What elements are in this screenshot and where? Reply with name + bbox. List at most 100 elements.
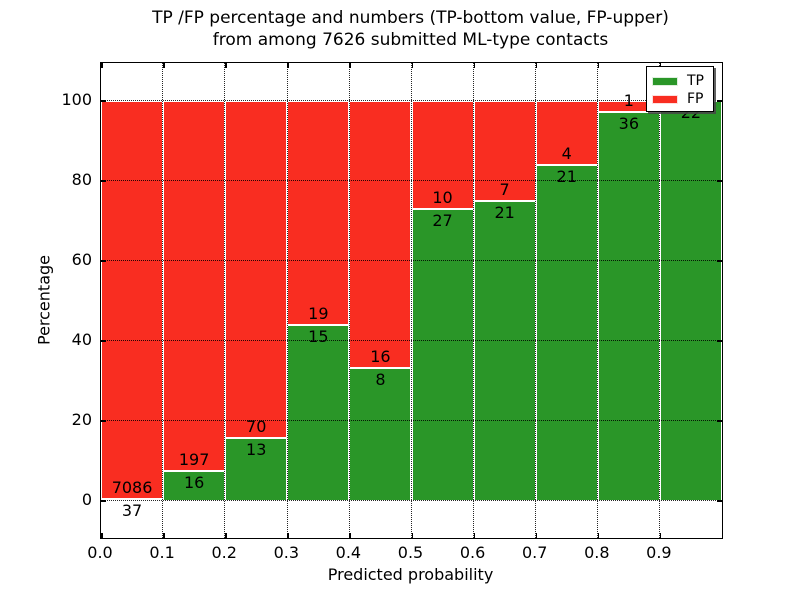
x-tick-mark [473,533,476,538]
x-tick-label: 0.1 [149,543,175,562]
bar-segment-tp [411,209,474,501]
bar-count-label-fp: 16 [370,346,391,366]
y-tick-label: 60 [71,250,92,269]
bar-count-label-tp: 16 [183,472,205,492]
grid-line-vertical [348,63,350,538]
x-tick-label: 0.6 [459,543,486,562]
x-tick-mark-top [101,63,103,68]
bar-count-label-tp: 8 [375,369,386,389]
grid-line-vertical [659,63,661,538]
y-tick-label: 80 [71,170,92,189]
grid-line-vertical [286,63,288,538]
chart-title-line-1: TP /FP percentage and numbers (TP-bottom… [152,8,669,28]
x-tick-mark-top [473,63,476,68]
x-tick-mark-top [225,63,227,68]
bar-count-label-tp: 36 [618,113,640,133]
x-tick-label: 0.0 [87,543,113,562]
bar-segment-fp [101,101,164,499]
y-tick-mark [101,100,106,102]
x-tick-label: 0.2 [211,543,237,562]
y-tick-mark-right [717,180,722,182]
bar-count-label-tp: 13 [246,440,267,460]
bar-count-label-fp: 19 [308,303,329,323]
bar-segment-tp [659,101,722,501]
bar-segment-tp [287,324,350,501]
grid-line-vertical [162,63,164,538]
y-tick-mark-right [717,420,722,422]
x-tick-mark-top [411,63,413,68]
legend-row-fp: FP [647,90,713,108]
x-tick-mark [659,533,662,538]
bar-count-label-tp: 21 [556,167,577,186]
y-tick-mark-right [717,500,722,502]
x-tick-mark [101,533,103,538]
y-axis-label: Percentage [34,254,54,346]
y-tick-label: 40 [71,330,92,349]
bar-segment-fp [535,101,598,165]
bar-count-label-fp: 10 [432,188,453,208]
legend-label-tp: TP [687,73,704,89]
x-tick-mark [597,533,600,538]
legend: TP FP [646,66,714,112]
grid-line-vertical [410,63,412,538]
bar-count-label-fp: 70 [246,417,267,437]
bar-segment-fp [163,101,226,471]
x-tick-mark [535,533,538,538]
fp-swatch-icon [652,94,678,104]
bar-count-label-fp: 1 [623,90,634,110]
y-tick-mark [101,180,106,182]
x-tick-mark-top [287,63,289,68]
bar-segment-tp [535,165,598,501]
x-tick-mark [349,533,351,538]
x-axis-label: Predicted probability [327,565,494,584]
bar-segment-fp [225,101,288,439]
x-tick-label: 0.4 [335,543,362,562]
bar-count-label-tp: 37 [121,500,143,520]
bar-count-label-tp: 27 [432,211,453,231]
x-tick-mark [163,533,165,538]
x-tick-mark-top [349,63,351,68]
x-tick-label: 0.7 [521,543,548,562]
y-tick-mark [101,260,106,262]
y-tick-mark-right [717,340,722,342]
y-tick-mark [101,500,106,502]
x-tick-mark [411,533,413,538]
bar-segment-tp [597,111,660,501]
bar-count-label-fp: 7 [499,180,510,199]
grid-line-vertical [472,63,474,538]
x-tick-mark-top [597,63,600,68]
bar-count-label-fp: 4 [561,144,572,163]
bar-segment-fp [473,101,536,201]
x-tick-label: 0.9 [646,543,672,562]
chart-title-line-2: from among 7626 submitted ML-type contac… [212,30,609,50]
x-tick-mark-top [535,63,538,68]
x-tick-mark [225,533,227,538]
grid-line-vertical [224,63,226,538]
x-tick-label: 0.3 [273,543,300,562]
y-tick-mark-right [717,260,722,262]
bar-count-label-fp: 7086 [111,477,153,497]
plot-area: 7086 37 197 16 70 13 19 15 16 8 10 27 7 21 4 21 1 36 22 [100,62,723,539]
chart-title: TP /FP percentage and numbers (TP-bottom… [100,7,721,51]
x-tick-mark [287,533,289,538]
y-tick-label: 100 [61,90,92,109]
bar-count-label-fp: 197 [178,449,210,469]
x-tick-mark-top [659,63,662,68]
y-tick-label: 0 [81,490,92,509]
grid-line-vertical [534,63,536,538]
y-tick-mark [101,420,106,422]
x-tick-label: 0.8 [584,543,610,562]
tp-swatch-icon [652,76,678,86]
bar-segment-tp [473,201,536,501]
x-tick-label: 0.5 [397,543,424,562]
bar-segment-fp [349,101,412,368]
grid-line-vertical [597,63,599,538]
bar-segment-fp [287,101,350,325]
y-tick-label: 20 [71,410,92,429]
legend-row-tp: TP [647,72,713,90]
bar-count-label-tp: 21 [494,203,515,222]
bar-count-label-tp: 15 [308,326,329,346]
y-tick-mark-right [717,100,722,102]
x-tick-mark-top [163,63,165,68]
